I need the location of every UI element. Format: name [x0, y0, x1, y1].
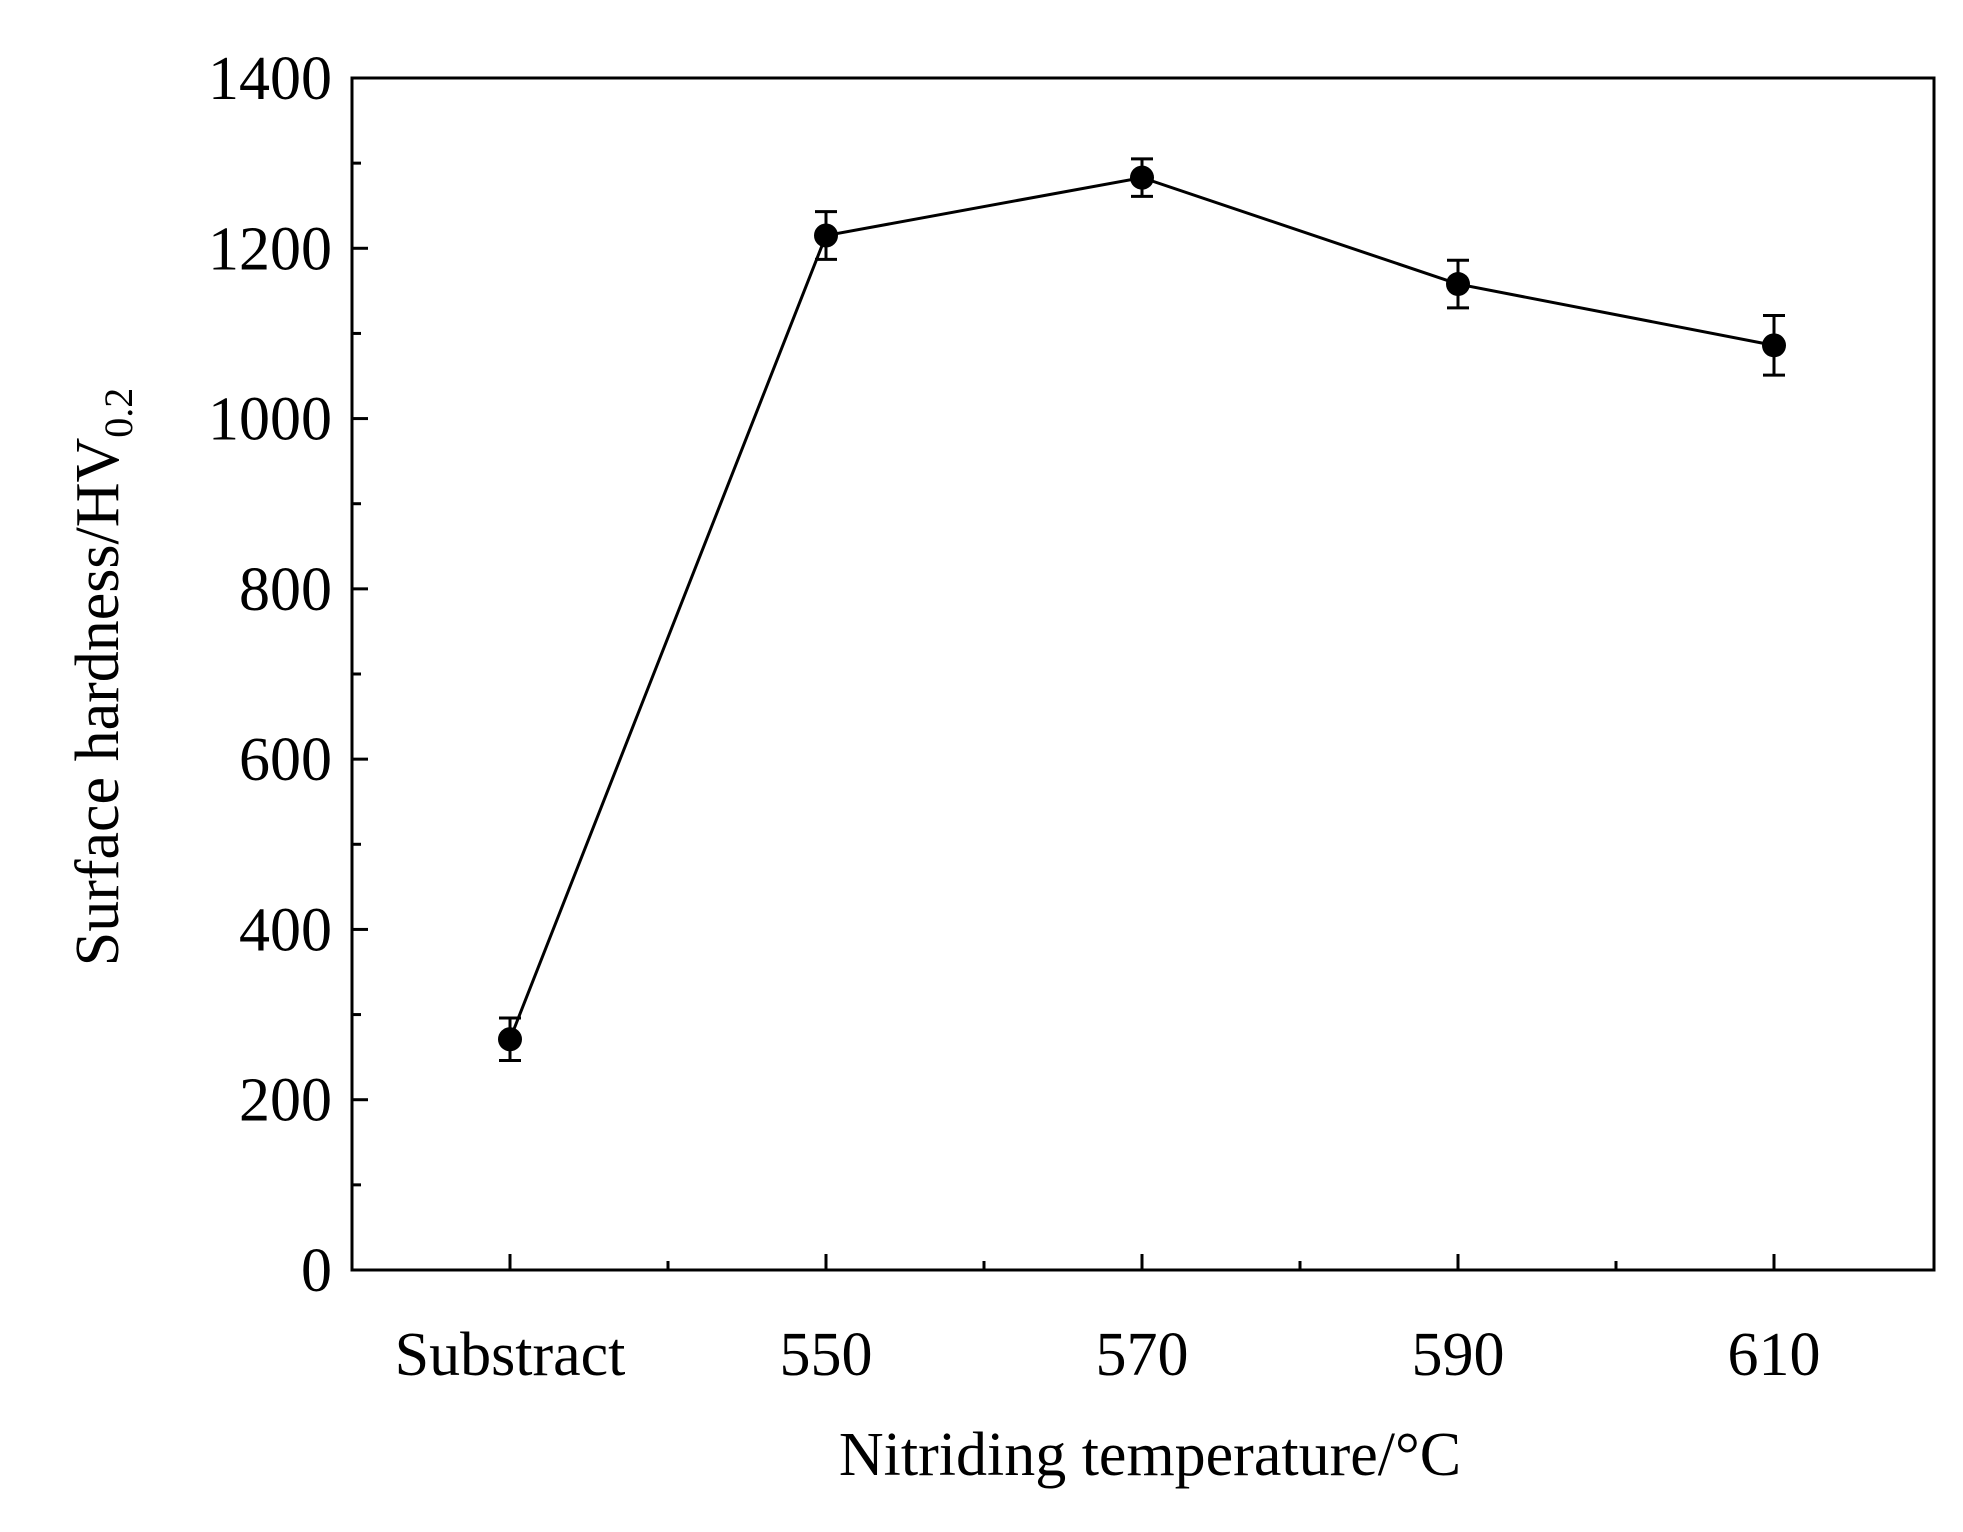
x-tick-label: 590 [1412, 1321, 1505, 1389]
x-tick-label: 610 [1728, 1321, 1821, 1389]
plot-frame [350, 76, 1936, 1272]
data-point [1762, 333, 1786, 358]
data-point [1130, 165, 1154, 190]
series-line [508, 176, 1775, 1040]
x-axis-title: Nitriding temperature/°C [839, 1421, 1461, 1489]
y-axis-title-subscript: 0.2 [96, 388, 141, 438]
x-tick-label: 570 [1096, 1321, 1189, 1389]
y-tick-label: 200 [239, 1067, 332, 1135]
y-tick-label: 1000 [208, 386, 332, 454]
y-tick-label: 1200 [208, 215, 332, 283]
y-axis-ticks: 0 200 400 600 800 1000 1200 1400 [208, 45, 368, 1305]
x-axis-ticks: Substract 550 570 590 610 [395, 1254, 1821, 1389]
y-tick-label: 1400 [208, 45, 332, 113]
y-tick-label: 0 [301, 1237, 332, 1305]
y-axis-title: Surface hardness/HV0.2 [64, 388, 141, 967]
series-layer [498, 157, 1786, 1063]
y-tick-label: 400 [239, 896, 332, 964]
x-tick-label: 550 [780, 1321, 873, 1389]
y-tick-label: 800 [239, 556, 332, 624]
data-point [498, 1027, 522, 1052]
y-axis-title-main: Surface hardness/HV [64, 438, 132, 967]
y-tick-label: 600 [239, 726, 332, 794]
data-point [814, 223, 838, 248]
data-point [1446, 272, 1470, 297]
x-tick-label: Substract [395, 1321, 626, 1389]
